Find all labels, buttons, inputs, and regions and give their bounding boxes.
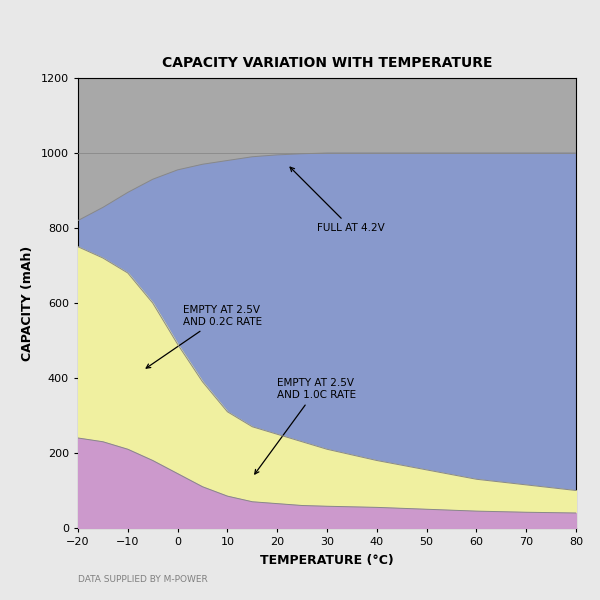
Title: CAPACITY VARIATION WITH TEMPERATURE: CAPACITY VARIATION WITH TEMPERATURE bbox=[162, 56, 492, 70]
Text: DATA SUPPLIED BY M-POWER: DATA SUPPLIED BY M-POWER bbox=[78, 575, 208, 584]
X-axis label: TEMPERATURE (°C): TEMPERATURE (°C) bbox=[260, 554, 394, 567]
Y-axis label: CAPACITY (mAh): CAPACITY (mAh) bbox=[21, 245, 34, 361]
Text: EMPTY AT 2.5V
AND 1.0C RATE: EMPTY AT 2.5V AND 1.0C RATE bbox=[255, 379, 356, 474]
Text: EMPTY AT 2.5V
AND 0.2C RATE: EMPTY AT 2.5V AND 0.2C RATE bbox=[146, 305, 262, 368]
Text: FULL AT 4.2V: FULL AT 4.2V bbox=[290, 167, 385, 233]
